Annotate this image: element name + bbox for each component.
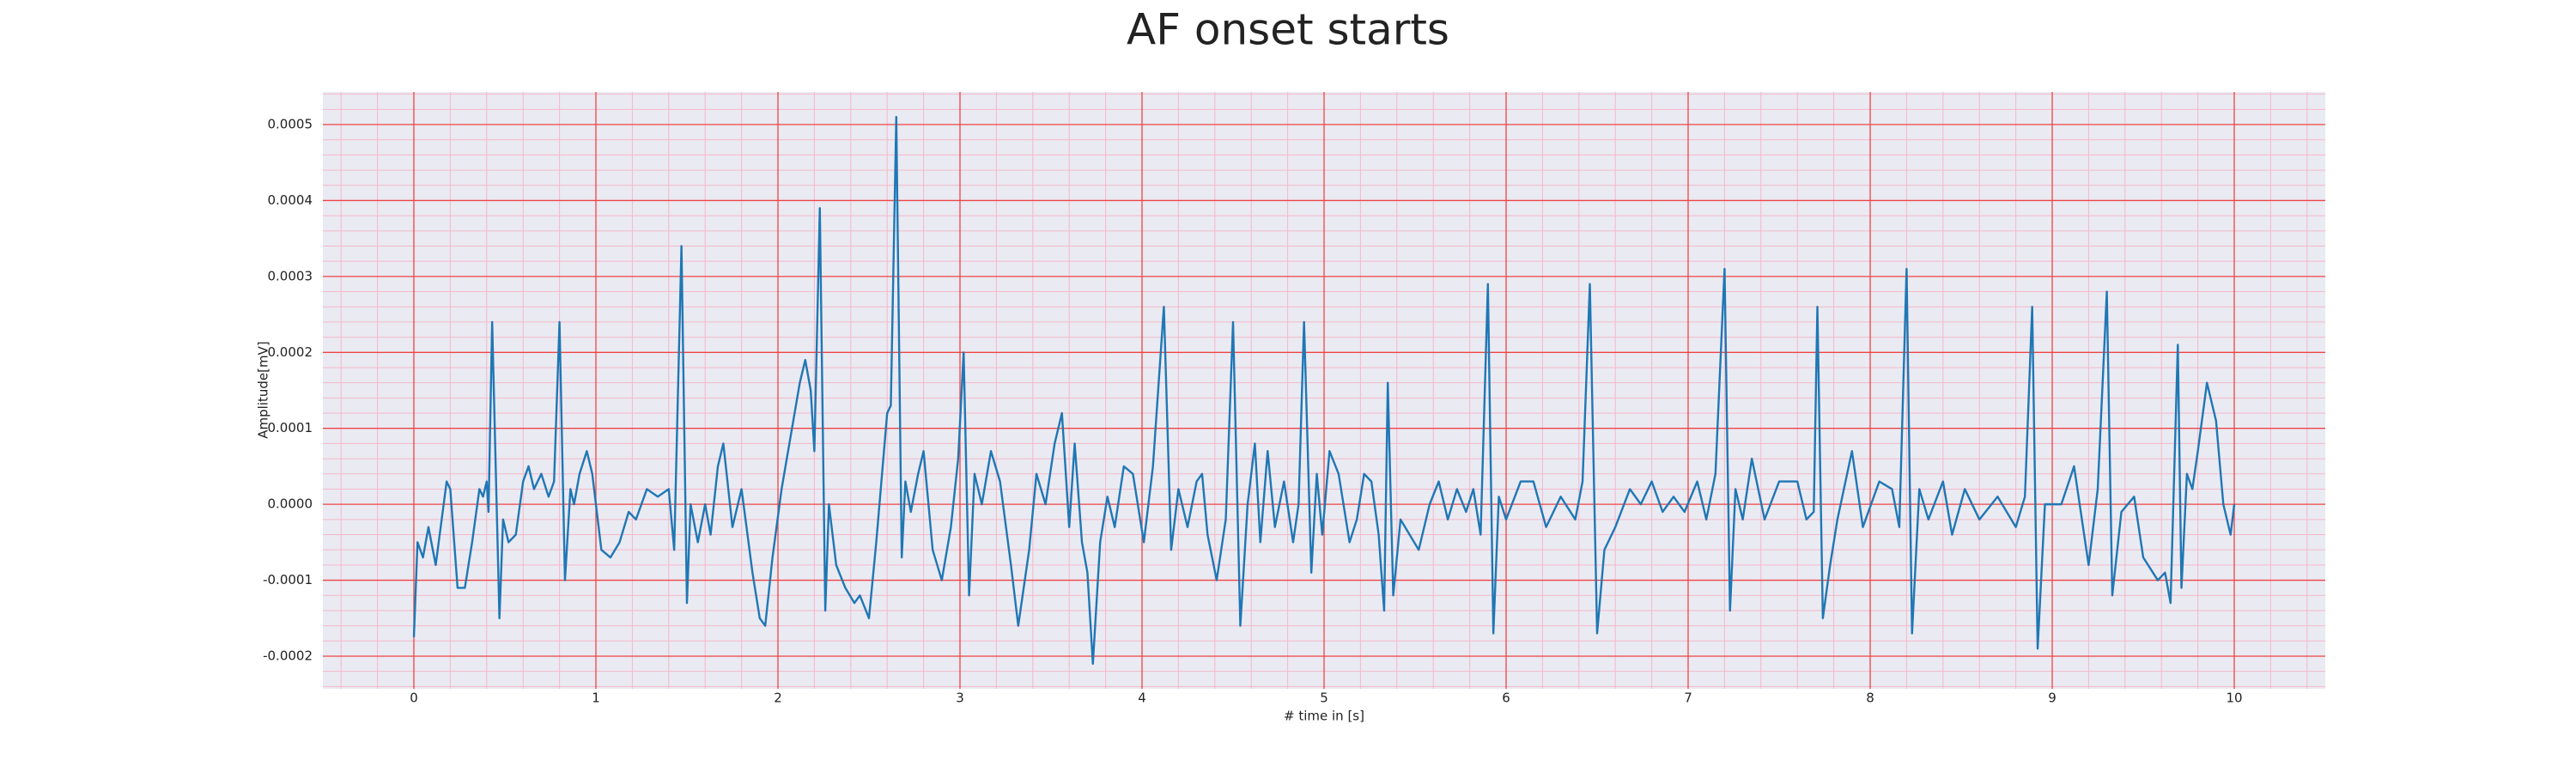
x-tick-label: 6 xyxy=(1502,691,1510,706)
x-tick-label: 4 xyxy=(1138,691,1146,706)
y-tick-label: 0.0000 xyxy=(268,496,313,512)
x-tick-label: 7 xyxy=(1684,691,1692,706)
x-tick-label: 0 xyxy=(410,691,418,706)
x-tick-label: 1 xyxy=(592,691,600,706)
y-tick-label: -0.0001 xyxy=(263,572,313,587)
x-tick-label: 3 xyxy=(956,691,964,706)
x-tick-label: 5 xyxy=(1320,691,1328,706)
y-tick-label: 0.0003 xyxy=(268,268,313,283)
x-tick-label: 9 xyxy=(2048,691,2057,706)
signal-line xyxy=(412,115,2236,666)
x-tick-label: 8 xyxy=(1866,691,1874,706)
x-tick-label: 10 xyxy=(2226,691,2242,706)
x-tick-label: 2 xyxy=(774,691,782,706)
chart-title: AF onset starts xyxy=(1127,5,1449,55)
x-axis-label: # time in [s] xyxy=(1284,709,1364,724)
y-tick-label: 0.0002 xyxy=(268,344,313,360)
y-axis-label: Amplitude[mV] xyxy=(256,341,271,438)
y-tick-label: 0.0001 xyxy=(268,420,313,435)
y-tick-label: 0.0004 xyxy=(268,192,313,208)
y-tick-label: -0.0002 xyxy=(263,648,313,663)
y-tick-label: 0.0005 xyxy=(268,117,313,132)
